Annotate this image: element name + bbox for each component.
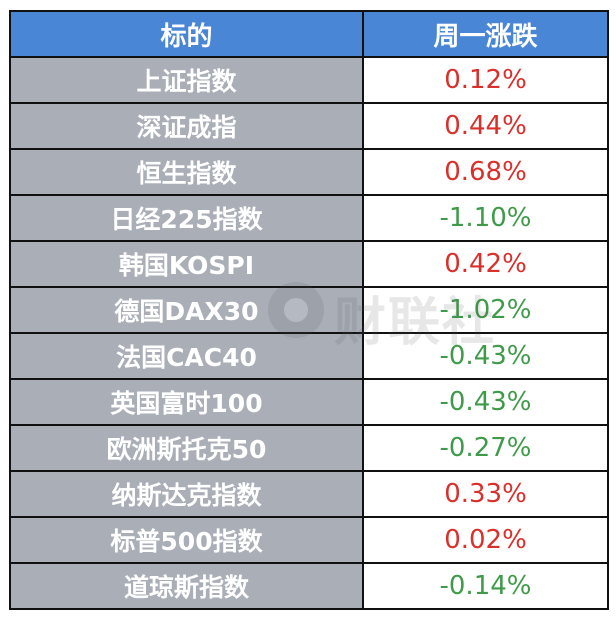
table-row: 纳斯达克指数 0.33% [9,470,609,518]
instrument-name: 德国DAX30 [9,286,364,334]
monday-change-value: 0.33% [362,470,609,518]
monday-change-value: 0.42% [362,240,609,288]
column-header-instrument: 标的 [9,10,364,58]
column-header-monday-change: 周一涨跌 [362,10,609,58]
instrument-name: 日经225指数 [9,194,364,242]
table-row: 日经225指数 -1.10% [9,194,609,242]
table-row: 法国CAC40 -0.43% [9,332,609,380]
monday-change-value: 0.12% [362,56,609,104]
table-row: 深证成指 0.44% [9,102,609,150]
monday-change-value: 0.44% [362,102,609,150]
instrument-name: 欧洲斯托克50 [9,424,364,472]
table-row: 德国DAX30 -1.02% [9,286,609,334]
instrument-name: 恒生指数 [9,148,364,196]
instrument-name: 道琼斯指数 [9,562,364,610]
table-body: 上证指数 0.12% 深证成指 0.44% 恒生指数 0.68% 日经225指数 -1.10%… [9,56,609,610]
instrument-name: 韩国KOSPI [9,240,364,288]
table-row: 标普500指数 0.02% [9,516,609,564]
table-header-row: 标的 周一涨跌 [9,10,609,58]
monday-change-value: -0.27% [362,424,609,472]
table-row: 道琼斯指数 -0.14% [9,562,609,610]
monday-change-value: -0.14% [362,562,609,610]
table-row: 韩国KOSPI 0.42% [9,240,609,288]
instrument-name: 上证指数 [9,56,364,104]
monday-change-value: 0.02% [362,516,609,564]
monday-change-value: -1.02% [362,286,609,334]
table-row: 英国富时100 -0.43% [9,378,609,426]
table-row: 恒生指数 0.68% [9,148,609,196]
monday-change-value: 0.68% [362,148,609,196]
table-row: 欧洲斯托克50 -0.27% [9,424,609,472]
monday-change-value: -0.43% [362,378,609,426]
monday-change-value: -0.43% [362,332,609,380]
instrument-name: 深证成指 [9,102,364,150]
market-change-table: 标的 周一涨跌 上证指数 0.12% 深证成指 0.44% 恒生指数 0.68% 日经225… [9,10,609,610]
instrument-name: 纳斯达克指数 [9,470,364,518]
table-row: 上证指数 0.12% [9,56,609,104]
instrument-name: 法国CAC40 [9,332,364,380]
monday-change-value: -1.10% [362,194,609,242]
instrument-name: 英国富时100 [9,378,364,426]
instrument-name: 标普500指数 [9,516,364,564]
market-change-table-container: 标的 周一涨跌 上证指数 0.12% 深证成指 0.44% 恒生指数 0.68% 日经225… [9,10,609,610]
